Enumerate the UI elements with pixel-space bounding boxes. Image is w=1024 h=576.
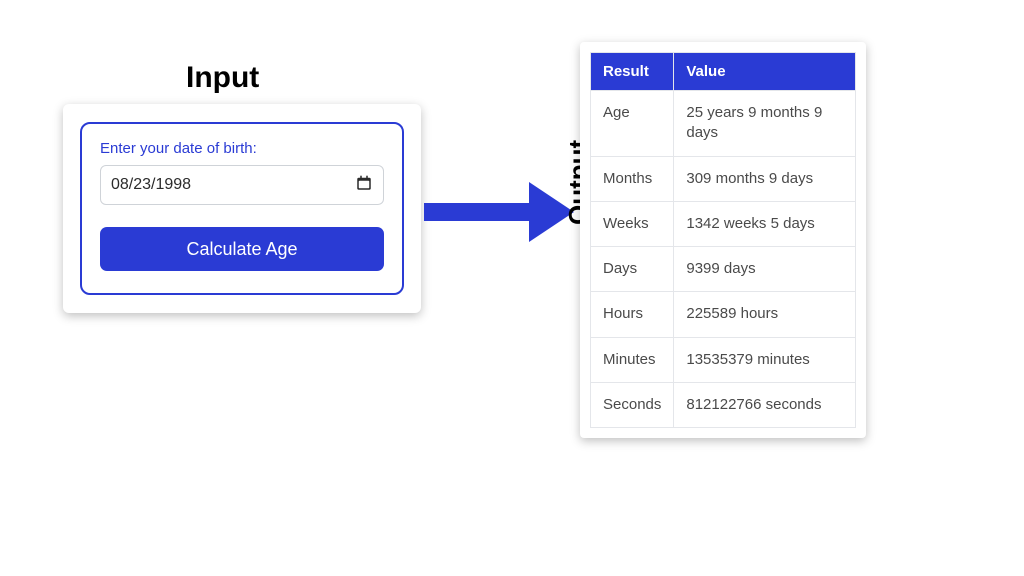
dob-value: 08/23/1998 [111,176,191,194]
cell-value: 225589 hours [674,292,856,337]
cell-value: 13535379 minutes [674,337,856,382]
input-card: Enter your date of birth: 08/23/1998 Cal… [63,104,421,313]
dob-input[interactable]: 08/23/1998 [100,165,384,205]
dob-label: Enter your date of birth: [100,140,384,157]
table-row: Hours225589 hours [591,292,856,337]
calculate-age-button[interactable]: Calculate Age [100,227,384,271]
cell-value: 812122766 seconds [674,382,856,427]
cell-value: 1342 weeks 5 days [674,201,856,246]
result-table: Result Value Age25 years 9 months 9 days… [590,52,856,428]
cell-result: Days [591,247,674,292]
table-row: Minutes13535379 minutes [591,337,856,382]
calendar-icon[interactable] [355,174,373,197]
cell-result: Weeks [591,201,674,246]
table-row: Age25 years 9 months 9 days [591,91,856,157]
header-value: Value [674,53,856,91]
cell-value: 25 years 9 months 9 days [674,91,856,157]
output-card: Result Value Age25 years 9 months 9 days… [580,42,866,438]
table-row: Seconds812122766 seconds [591,382,856,427]
cell-result: Seconds [591,382,674,427]
table-header-row: Result Value [591,53,856,91]
table-row: Weeks1342 weeks 5 days [591,201,856,246]
header-result: Result [591,53,674,91]
cell-result: Age [591,91,674,157]
input-heading: Input [186,61,259,95]
cell-result: Months [591,156,674,201]
table-row: Months309 months 9 days [591,156,856,201]
input-card-inner: Enter your date of birth: 08/23/1998 Cal… [80,122,404,295]
table-row: Days9399 days [591,247,856,292]
cell-value: 309 months 9 days [674,156,856,201]
cell-value: 9399 days [674,247,856,292]
cell-result: Minutes [591,337,674,382]
cell-result: Hours [591,292,674,337]
arrow-icon [424,182,574,242]
